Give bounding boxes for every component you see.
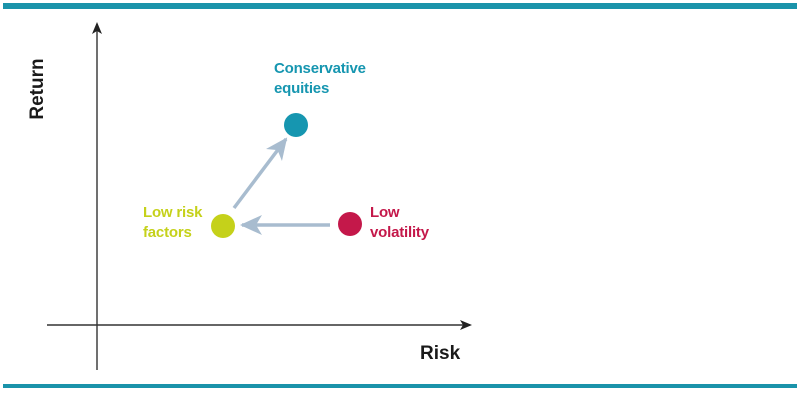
label-conservative-line1: Conservative (274, 60, 366, 77)
label-low-volatility: Low volatility (370, 203, 429, 243)
label-conservative-equities: Conservative equities (274, 59, 366, 99)
bottom-rule (3, 384, 797, 388)
point-low-risk-factors (211, 214, 235, 238)
x-axis-label: Risk (420, 343, 461, 364)
label-conservative-line2: equities (274, 80, 330, 97)
arrow-lowrisk-to-conservative (232, 137, 288, 210)
point-conservative-equities (284, 113, 308, 137)
top-rule (3, 3, 797, 9)
label-lowrisk-line2: factors (143, 224, 192, 241)
label-lowvol-line1: Low (370, 204, 400, 221)
label-lowvol-line2: volatility (370, 224, 429, 241)
y-axis-label: Return (27, 58, 48, 120)
point-low-volatility (338, 212, 362, 236)
label-low-risk-factors: Low risk factors (143, 203, 202, 243)
label-lowrisk-line1: Low risk (143, 204, 203, 221)
